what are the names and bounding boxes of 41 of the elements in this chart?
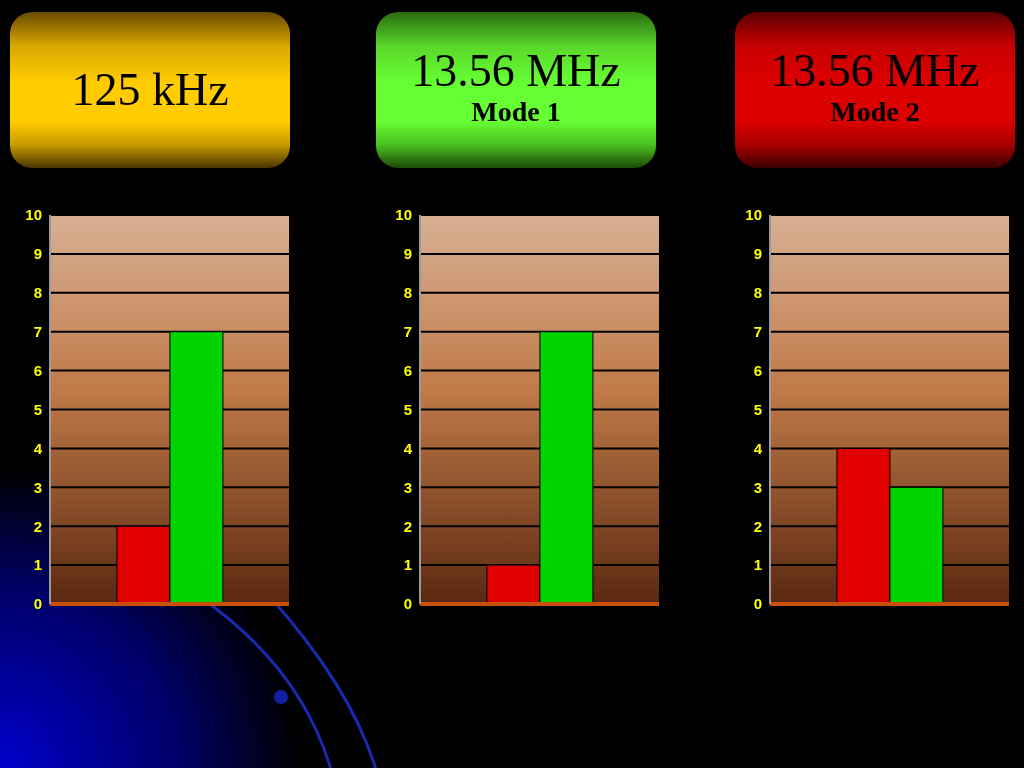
chart-subtitle: Mode 1 <box>471 96 561 128</box>
y-tick-label: 6 <box>403 361 412 379</box>
y-tick-label: 3 <box>403 478 412 496</box>
y-tick-label: 4 <box>403 439 413 457</box>
y-tick-label: 0 <box>33 595 42 613</box>
y-tick-label: 10 <box>745 206 762 224</box>
y-tick-label: 4 <box>753 439 763 457</box>
y-tick-label: 7 <box>403 323 412 341</box>
y-tick-label: 8 <box>33 284 42 302</box>
y-tick-label: 2 <box>403 517 412 535</box>
y-tick-label: 9 <box>33 245 42 263</box>
y-tick-label: 1 <box>33 556 42 574</box>
y-tick-label: 10 <box>395 206 412 224</box>
y-tick-label: 5 <box>753 400 762 418</box>
y-tick-label: 6 <box>753 361 762 379</box>
y-tick-label: 2 <box>33 517 42 535</box>
y-tick-label: 3 <box>753 478 762 496</box>
chart-title: 125 kHz <box>71 64 229 115</box>
y-tick-label: 10 <box>25 206 42 224</box>
y-tick-label: 5 <box>403 400 412 418</box>
y-tick-label: 9 <box>753 245 762 263</box>
y-tick-label: 3 <box>33 478 42 496</box>
chart-title: 13.56 MHz <box>411 45 621 96</box>
y-tick-label: 1 <box>753 556 762 574</box>
y-tick-label: 6 <box>33 361 42 379</box>
y-tick-label: 0 <box>753 595 762 613</box>
header-panel: 13.56 MHz Mode 1 <box>376 12 656 168</box>
header-panel: 13.56 MHz Mode 2 <box>735 12 1015 168</box>
y-tick-label: 4 <box>33 439 43 457</box>
y-tick-label: 5 <box>33 400 42 418</box>
y-tick-label: 7 <box>753 323 762 341</box>
y-tick-label: 2 <box>753 517 762 535</box>
y-tick-label: 8 <box>403 284 412 302</box>
y-tick-label: 0 <box>403 595 412 613</box>
chart-title: 13.56 MHz <box>770 45 980 96</box>
header-panel: 125 kHz <box>10 12 290 168</box>
y-tick-label: 7 <box>33 323 42 341</box>
y-tick-label: 8 <box>753 284 762 302</box>
y-tick-label: 1 <box>403 556 412 574</box>
y-tick-label: 9 <box>403 245 412 263</box>
chart-subtitle: Mode 2 <box>830 96 920 128</box>
